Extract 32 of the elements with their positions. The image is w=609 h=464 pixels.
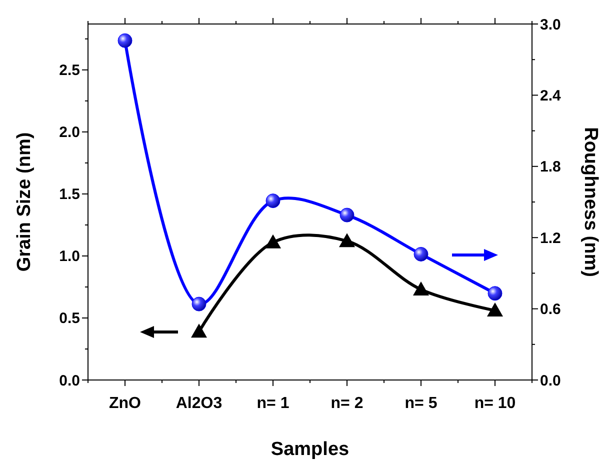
point <box>266 194 280 208</box>
y2-tick-label: 3.0 <box>540 16 561 34</box>
x-tick-label: n= 5 <box>404 395 438 412</box>
y-tick-label: 2.0 <box>59 124 80 142</box>
x-tick-label: Al2O3 <box>176 395 222 412</box>
x-tick-label: n= 10 <box>474 395 516 412</box>
y-tick-label: 2.5 <box>59 62 80 80</box>
y2-tick-label: 0.0 <box>540 372 561 390</box>
y-tick-label: 0.5 <box>59 310 80 328</box>
y-tick-label: 1.5 <box>59 186 80 204</box>
y2-tick-label: 0.6 <box>540 301 561 318</box>
point <box>340 208 354 222</box>
x-tick-label: ZnO <box>109 395 141 412</box>
y2-tick-label: 2.4 <box>540 87 562 104</box>
y2-tick-label: 1.8 <box>540 158 561 176</box>
point <box>191 324 207 338</box>
x-tick-label: n= 1 <box>256 395 290 412</box>
y-tick-label: 0.0 <box>59 372 80 390</box>
y2-tick-label: 1.2 <box>540 230 561 247</box>
point <box>118 33 132 48</box>
y2-axis-title: Roughness (nm) <box>580 127 601 277</box>
point <box>192 296 206 312</box>
x-axis-title: Samples <box>270 439 350 460</box>
y-axis-title: Grain Size (nm) <box>14 132 35 272</box>
point <box>265 234 281 248</box>
x-tick-label: n= 2 <box>330 395 364 412</box>
point <box>413 281 429 296</box>
point <box>487 302 503 317</box>
y-tick-label: 1.0 <box>59 248 80 266</box>
point <box>414 246 428 262</box>
point <box>488 286 502 301</box>
point <box>339 233 355 248</box>
